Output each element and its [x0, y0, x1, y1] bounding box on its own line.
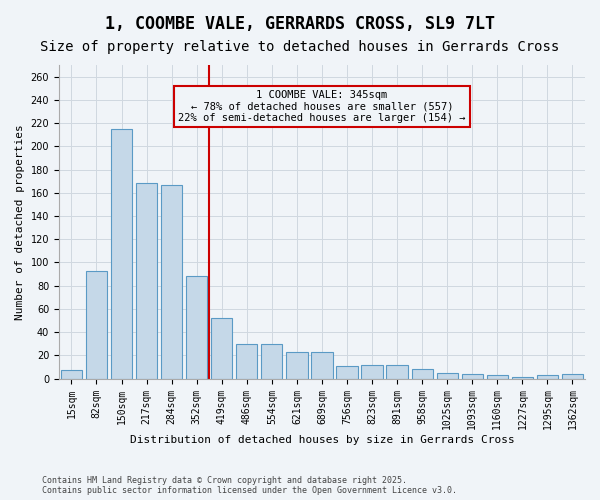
- Bar: [136, 184, 157, 378]
- X-axis label: Distribution of detached houses by size in Gerrards Cross: Distribution of detached houses by size …: [130, 435, 514, 445]
- Text: 1, COOMBE VALE, GERRARDS CROSS, SL9 7LT: 1, COOMBE VALE, GERRARDS CROSS, SL9 7LT: [105, 15, 495, 33]
- Bar: [186, 276, 208, 378]
- Bar: [236, 344, 257, 378]
- Bar: [412, 370, 433, 378]
- Bar: [111, 129, 132, 378]
- Bar: [261, 344, 283, 378]
- Bar: [487, 375, 508, 378]
- Bar: [211, 318, 232, 378]
- Text: 1 COOMBE VALE: 345sqm
← 78% of detached houses are smaller (557)
22% of semi-det: 1 COOMBE VALE: 345sqm ← 78% of detached …: [178, 90, 466, 124]
- Bar: [461, 374, 483, 378]
- Bar: [86, 270, 107, 378]
- Text: Size of property relative to detached houses in Gerrards Cross: Size of property relative to detached ho…: [40, 40, 560, 54]
- Bar: [311, 352, 332, 378]
- Bar: [562, 374, 583, 378]
- Text: Contains HM Land Registry data © Crown copyright and database right 2025.
Contai: Contains HM Land Registry data © Crown c…: [42, 476, 457, 495]
- Y-axis label: Number of detached properties: Number of detached properties: [15, 124, 25, 320]
- Bar: [286, 352, 308, 378]
- Bar: [161, 184, 182, 378]
- Bar: [537, 375, 558, 378]
- Bar: [437, 373, 458, 378]
- Bar: [61, 370, 82, 378]
- Bar: [361, 364, 383, 378]
- Bar: [386, 364, 408, 378]
- Bar: [337, 366, 358, 378]
